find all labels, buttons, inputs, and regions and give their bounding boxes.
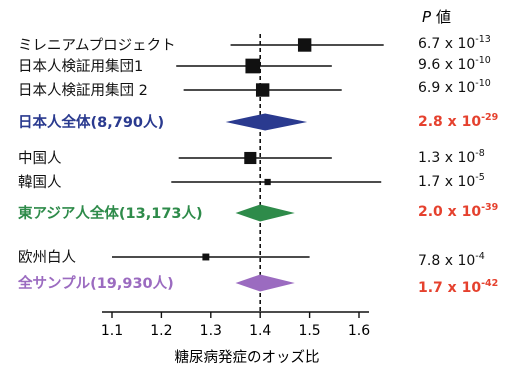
p-value: 1.7 x 10-42 [418, 278, 498, 296]
forest-row: 東アジア人全体(13,173人) 2.0 x 10-39 [18, 202, 498, 222]
p-value: 1.3 x 10-8 [418, 148, 485, 166]
forest-row: 全サンプル(19,930人) 1.7 x 10-42 [17, 274, 498, 296]
row-label: 中国人 [18, 150, 62, 167]
p-value-mantissa: 1.7 x 10 [418, 280, 481, 296]
row-label: 日本人検証用集団1 [18, 58, 143, 75]
forest-row: 日本人検証用集団 2 6.9 x 10-10 [18, 78, 491, 99]
row-label: ミレニアムプロジェクト [18, 37, 176, 54]
p-value-exponent: -39 [481, 202, 498, 213]
x-axis: 1.1 1.2 1.3 1.4 1.5 1.6 [101, 311, 370, 339]
p-value-exponent: -13 [475, 34, 491, 45]
effect-size-square [202, 253, 210, 261]
p-value: 9.6 x 10-10 [418, 55, 491, 73]
row-label: 全サンプル(19,930人) [17, 274, 174, 292]
p-value: 2.0 x 10-39 [418, 202, 498, 220]
row-label: 欧州白人 [18, 249, 76, 266]
forest-row: 日本人検証用集団1 9.6 x 10-10 [18, 55, 491, 75]
p-value-header-symbol: P [422, 8, 432, 26]
p-value-mantissa: 6.9 x 10 [418, 80, 475, 96]
p-value-exponent: -29 [481, 112, 498, 123]
pooled-estimate-diamond [235, 204, 295, 222]
p-value-mantissa: 7.8 x 10 [418, 253, 475, 269]
p-value-mantissa: 6.7 x 10 [418, 36, 475, 52]
x-tick-label: 1.3 [200, 323, 222, 339]
pooled-estimate-diamond [225, 113, 308, 131]
pooled-estimate-diamond [235, 274, 295, 292]
effect-size-square [245, 58, 261, 74]
p-value-mantissa: 9.6 x 10 [418, 57, 475, 73]
p-value: 2.8 x 10-29 [418, 112, 498, 130]
x-axis-title: 糖尿病発症のオッズ比 [175, 349, 320, 366]
p-value-exponent: -42 [481, 278, 498, 289]
p-value-mantissa: 1.3 x 10 [418, 150, 475, 166]
p-value: 6.7 x 10-13 [418, 34, 491, 52]
p-value-exponent: -10 [475, 55, 491, 66]
forest-row: 欧州白人 7.8 x 10-4 [18, 249, 485, 269]
p-value: 1.7 x 10-5 [418, 172, 485, 190]
effect-size-square [244, 151, 257, 165]
x-tick-label: 1.6 [348, 323, 370, 339]
p-value-header-text: 値 [436, 8, 451, 26]
forest-row: 日本人全体(8,790人) 2.8 x 10-29 [18, 112, 498, 131]
x-tick-label: 1.5 [298, 323, 320, 339]
row-label: 韓国人 [18, 174, 62, 191]
row-label: 東アジア人全体(13,173人) [18, 204, 203, 222]
forest-row: 韓国人 1.7 x 10-5 [18, 172, 485, 191]
row-label: 日本人全体(8,790人) [18, 113, 164, 131]
p-value-mantissa: 2.0 x 10 [418, 204, 481, 220]
effect-size-square [264, 178, 271, 186]
x-tick-label: 1.4 [249, 323, 271, 339]
forest-row: ミレニアムプロジェクト 6.7 x 10-13 [18, 34, 491, 54]
p-value-exponent: -8 [475, 148, 484, 159]
effect-size-square [297, 38, 312, 52]
p-value-exponent: -5 [475, 172, 484, 183]
p-value: 7.8 x 10-4 [418, 251, 485, 269]
x-tick-label: 1.2 [150, 323, 172, 339]
forest-row: 中国人 1.3 x 10-8 [18, 148, 485, 167]
p-value-mantissa: 1.7 x 10 [418, 174, 475, 190]
row-label: 日本人検証用集団 2 [18, 82, 148, 99]
x-tick-label: 1.1 [101, 323, 123, 339]
effect-size-square [255, 83, 270, 97]
p-value-exponent: -10 [475, 78, 491, 89]
p-value: 6.9 x 10-10 [418, 78, 491, 96]
p-value-exponent: -4 [475, 251, 484, 262]
p-value-mantissa: 2.8 x 10 [418, 114, 481, 130]
